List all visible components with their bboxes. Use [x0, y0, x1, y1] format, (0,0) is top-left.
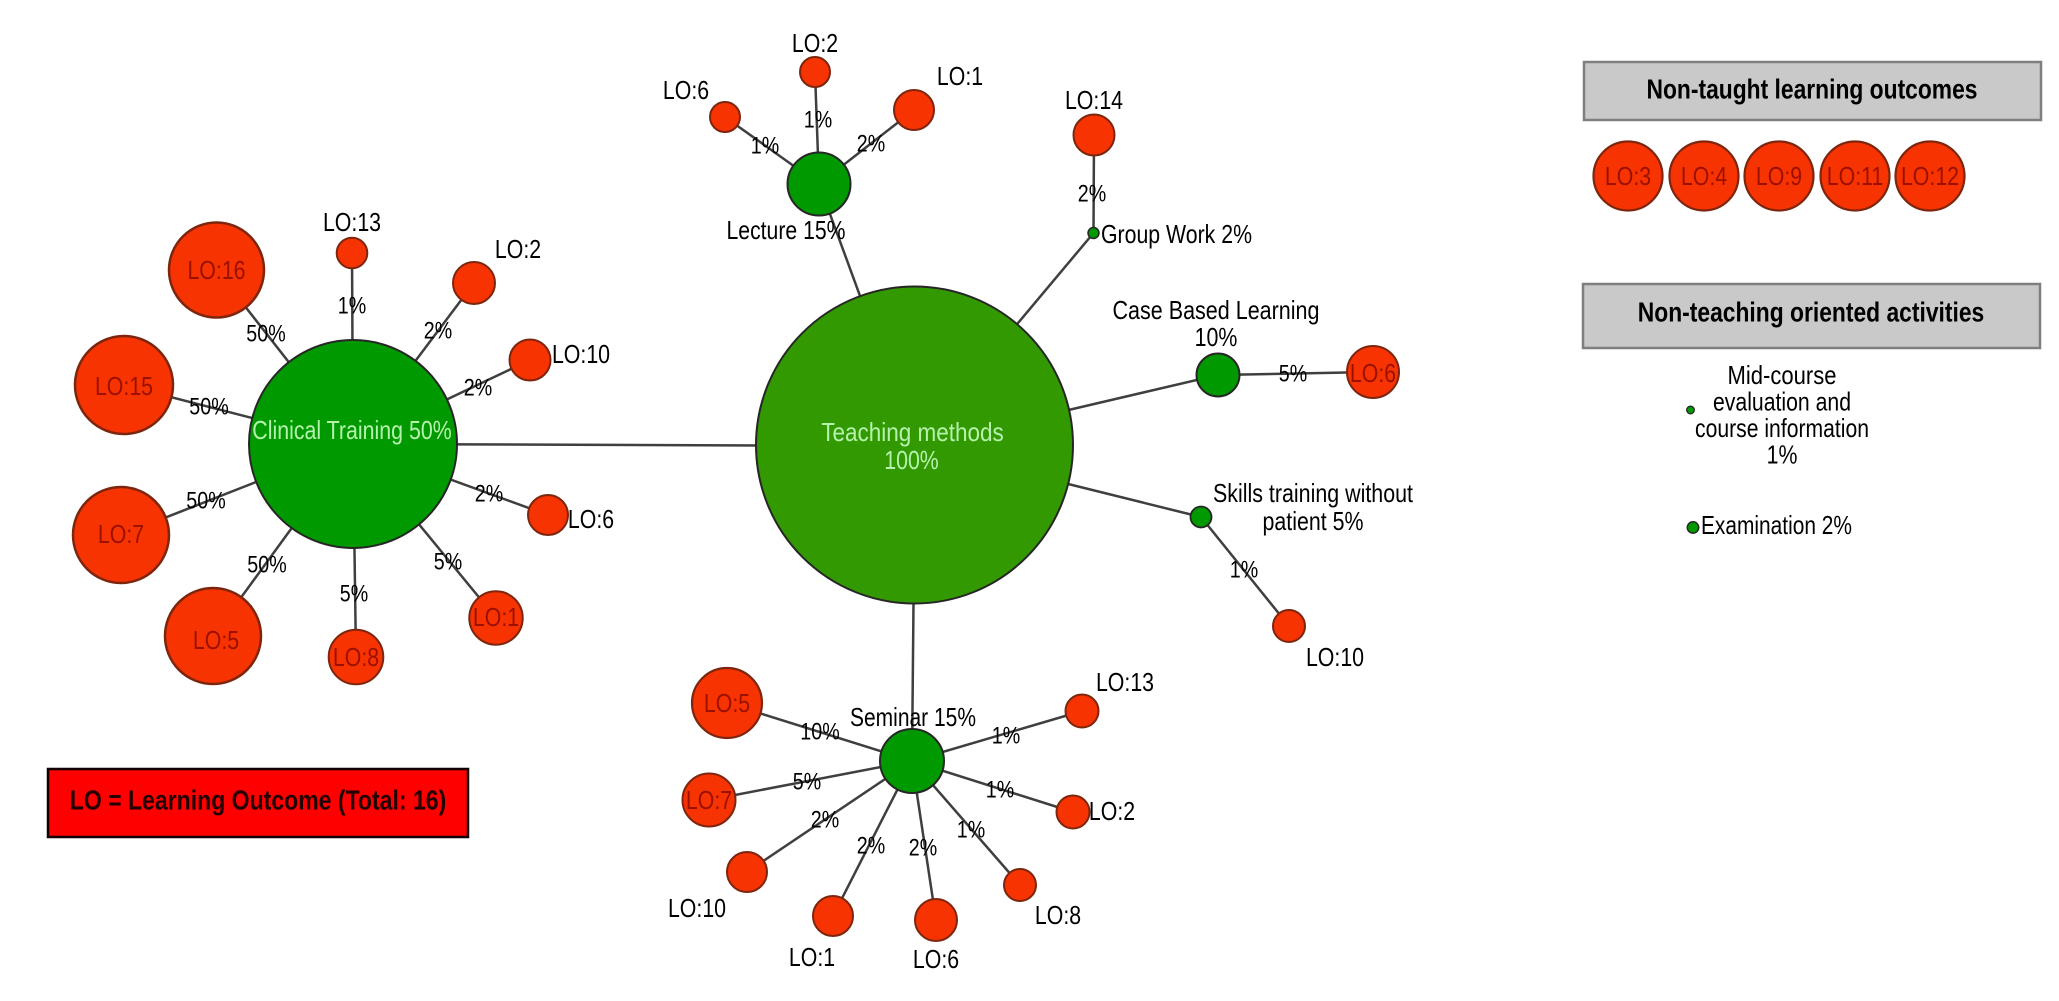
- svg-text:1%: 1%: [338, 293, 366, 320]
- svg-text:Teaching methods: Teaching methods: [821, 417, 1004, 447]
- svg-text:Lecture 15%: Lecture 15%: [727, 215, 846, 245]
- svg-text:10%: 10%: [800, 719, 839, 746]
- svg-text:50%: 50%: [186, 488, 225, 515]
- svg-text:1%: 1%: [986, 777, 1014, 804]
- svg-text:2%: 2%: [857, 833, 885, 860]
- svg-text:LO:11: LO:11: [1827, 161, 1884, 191]
- svg-text:2%: 2%: [811, 807, 839, 834]
- svg-text:2%: 2%: [424, 318, 452, 345]
- svg-text:LO:6: LO:6: [1350, 358, 1396, 388]
- svg-text:LO:1: LO:1: [937, 61, 983, 91]
- svg-text:LO:2: LO:2: [792, 28, 838, 58]
- svg-text:LO:5: LO:5: [193, 625, 239, 655]
- svg-text:2%: 2%: [1078, 181, 1106, 208]
- svg-text:50%: 50%: [189, 394, 228, 421]
- svg-text:LO:7: LO:7: [98, 519, 144, 549]
- svg-text:1%: 1%: [1767, 440, 1798, 470]
- svg-text:1%: 1%: [804, 107, 832, 134]
- svg-text:Skills training without: Skills training without: [1213, 478, 1414, 508]
- svg-text:LO:13: LO:13: [1096, 667, 1154, 697]
- svg-text:50%: 50%: [247, 552, 286, 579]
- svg-text:5%: 5%: [434, 549, 462, 576]
- svg-text:Case Based Learning: Case Based Learning: [1113, 295, 1320, 325]
- svg-text:LO:13: LO:13: [323, 207, 381, 237]
- svg-text:LO:6: LO:6: [663, 75, 709, 105]
- svg-text:Mid-course: Mid-course: [1728, 360, 1837, 390]
- svg-text:10%: 10%: [1195, 322, 1238, 352]
- svg-text:LO:14: LO:14: [1065, 85, 1123, 115]
- svg-text:LO = Learning Outcome (Total:: LO = Learning Outcome (Total: 16): [70, 785, 447, 816]
- svg-text:LO:12: LO:12: [1901, 161, 1959, 191]
- svg-text:LO:10: LO:10: [552, 339, 610, 369]
- svg-text:2%: 2%: [857, 131, 885, 158]
- svg-text:100%: 100%: [884, 445, 939, 475]
- svg-text:Clinical Training 50%: Clinical Training 50%: [252, 415, 451, 445]
- svg-text:LO:8: LO:8: [1035, 900, 1081, 930]
- svg-text:Group Work 2%: Group Work 2%: [1101, 219, 1252, 249]
- svg-text:5%: 5%: [793, 769, 821, 796]
- svg-text:LO:2: LO:2: [495, 234, 541, 264]
- svg-text:50%: 50%: [246, 321, 285, 348]
- svg-text:LO:6: LO:6: [913, 944, 959, 974]
- svg-text:LO:10: LO:10: [668, 893, 726, 923]
- svg-text:Non-teaching oriented activiti: Non-teaching oriented activities: [1638, 297, 1985, 328]
- svg-text:patient 5%: patient 5%: [1263, 506, 1364, 536]
- svg-text:LO:15: LO:15: [95, 371, 153, 401]
- svg-text:LO:1: LO:1: [473, 602, 519, 632]
- svg-text:LO:5: LO:5: [704, 688, 750, 718]
- svg-text:evaluation and: evaluation and: [1713, 387, 1851, 417]
- svg-text:LO:4: LO:4: [1681, 161, 1727, 191]
- svg-text:2%: 2%: [475, 481, 503, 508]
- svg-text:LO:8: LO:8: [333, 642, 379, 672]
- svg-text:LO:6: LO:6: [568, 504, 614, 534]
- svg-text:5%: 5%: [1279, 361, 1307, 388]
- svg-text:LO:7: LO:7: [686, 785, 732, 815]
- svg-text:1%: 1%: [957, 817, 985, 844]
- svg-text:LO:1: LO:1: [789, 942, 835, 972]
- svg-text:Examination 2%: Examination 2%: [1701, 510, 1852, 540]
- svg-text:Seminar 15%: Seminar 15%: [850, 702, 976, 732]
- svg-text:2%: 2%: [909, 835, 937, 862]
- svg-text:2%: 2%: [464, 375, 492, 402]
- svg-text:course information: course information: [1695, 413, 1869, 443]
- svg-text:LO:2: LO:2: [1089, 796, 1135, 826]
- svg-text:1%: 1%: [751, 133, 779, 160]
- svg-text:LO:3: LO:3: [1605, 161, 1651, 191]
- svg-text:LO:9: LO:9: [1756, 161, 1802, 191]
- svg-text:LO:16: LO:16: [187, 255, 245, 285]
- svg-text:1%: 1%: [992, 723, 1020, 750]
- svg-text:Non-taught learning outcomes: Non-taught learning outcomes: [1647, 74, 1978, 105]
- svg-text:1%: 1%: [1230, 557, 1258, 584]
- svg-text:LO:10: LO:10: [1306, 642, 1364, 672]
- svg-text:5%: 5%: [340, 581, 368, 608]
